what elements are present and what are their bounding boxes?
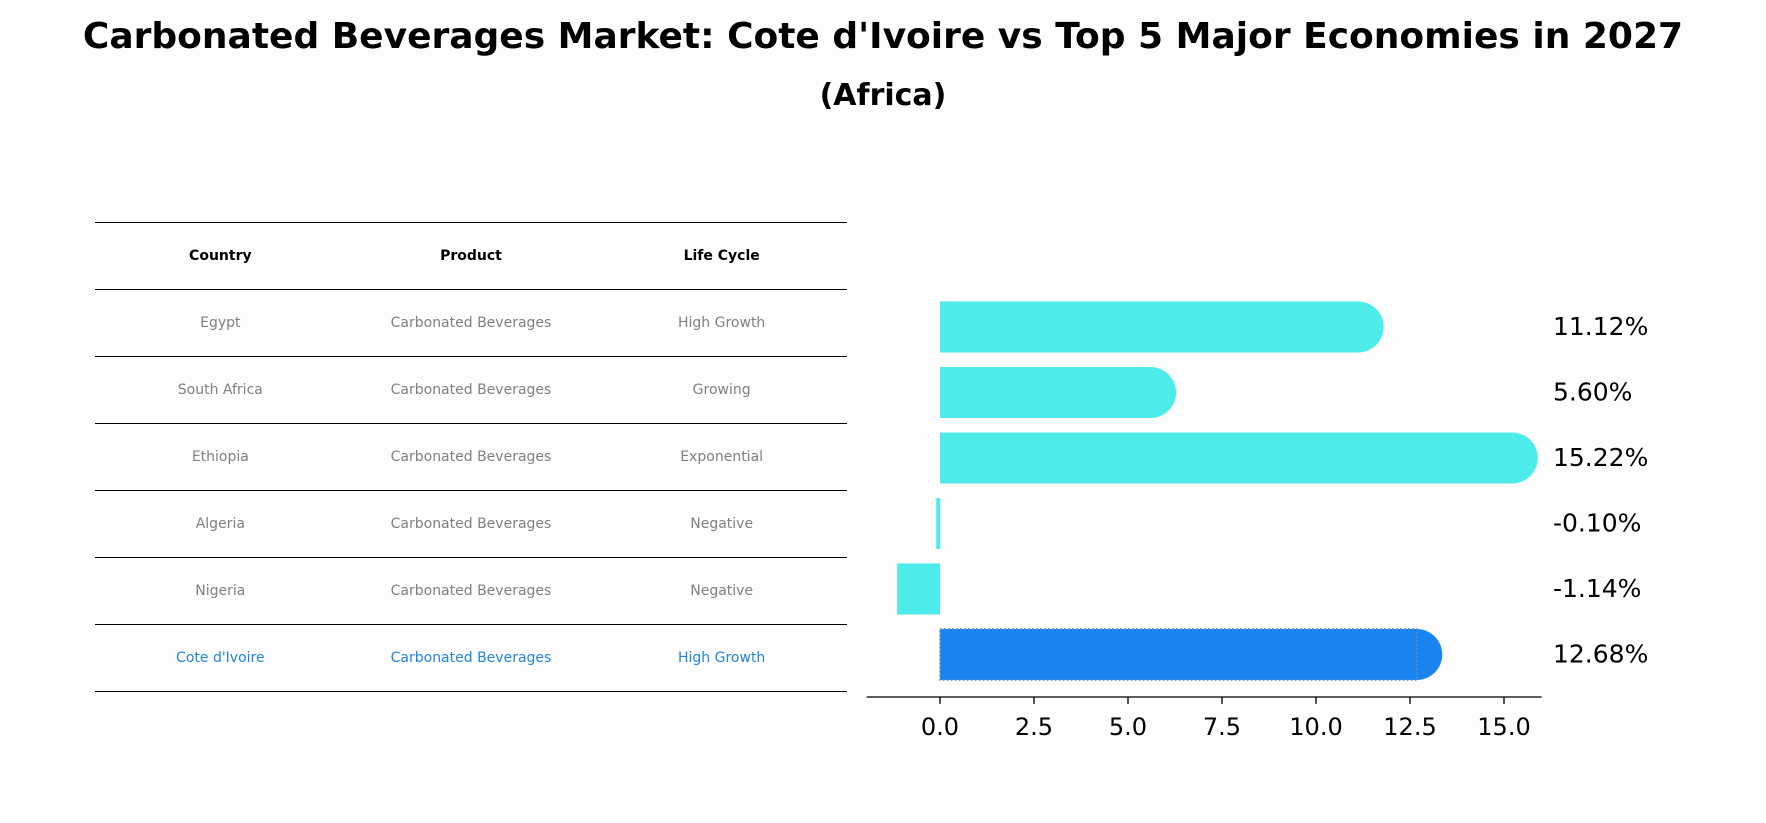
bar-body <box>940 367 1151 418</box>
bar <box>897 563 940 615</box>
bar <box>940 432 1538 484</box>
bar <box>939 628 1443 681</box>
bar-value-label: 12.68% <box>1553 640 1648 669</box>
header-product: Product <box>345 222 597 290</box>
bar-body <box>940 629 1417 680</box>
table-row: South Africa Carbonated Beverages Growing <box>95 356 847 424</box>
header-life-cycle: Life Cycle <box>596 222 847 290</box>
table-row: Egypt Carbonated Beverages High Growth <box>95 289 847 357</box>
bar-body <box>897 563 940 615</box>
bar-value-label: -1.14% <box>1553 574 1641 603</box>
header-country: Country <box>95 222 346 290</box>
bar-body <box>940 301 1359 353</box>
cell-life-cycle: High Growth <box>596 624 847 692</box>
cell-life-cycle: Negative <box>596 490 847 558</box>
table-row: Cote d'Ivoire Carbonated Beverages High Gr… <box>95 624 847 692</box>
bar-cap <box>1391 629 1443 680</box>
cell-product: Carbonated Beverages <box>345 423 597 491</box>
bar-body <box>936 498 941 549</box>
country-table: Country Product Life Cycle Egypt Carbonat… <box>95 222 847 692</box>
bar-body <box>940 432 1513 484</box>
bar <box>940 301 1384 353</box>
table-row: Ethiopia Carbonated Beverages Exponential <box>95 423 847 491</box>
x-tick-label: 0.0 <box>921 713 959 741</box>
cell-life-cycle: Growing <box>596 356 847 424</box>
x-tick-label: 15.0 <box>1477 713 1530 741</box>
cell-product: Carbonated Beverages <box>345 289 597 357</box>
bar-value-label: 11.12% <box>1553 312 1648 341</box>
cell-country: Egypt <box>95 289 346 357</box>
cell-life-cycle: Exponential <box>596 423 847 491</box>
cell-country: Ethiopia <box>95 423 346 491</box>
bar-cap <box>1486 432 1538 484</box>
bar <box>936 498 941 549</box>
x-tick-label: 10.0 <box>1289 713 1342 741</box>
cell-country: Cote d'Ivoire <box>95 624 346 692</box>
table-header-row: Country Product Life Cycle <box>95 222 847 290</box>
cell-product: Carbonated Beverages <box>345 624 597 692</box>
x-tick-label: 12.5 <box>1383 713 1436 741</box>
cell-product: Carbonated Beverages <box>345 490 597 558</box>
bar <box>940 367 1177 418</box>
bar-value-label: 5.60% <box>1553 378 1632 407</box>
bar-value-label: 15.22% <box>1553 443 1648 472</box>
bar-cap <box>1332 301 1384 353</box>
cell-country: Nigeria <box>95 557 346 625</box>
chart-title: Carbonated Beverages Market: Cote d'Ivoi… <box>82 16 1684 57</box>
table-row: Nigeria Carbonated Beverages Negative <box>95 557 847 625</box>
bar-cap <box>1125 367 1177 418</box>
x-tick-label: 5.0 <box>1109 713 1147 741</box>
cell-country: South Africa <box>95 356 346 424</box>
cell-country: Algeria <box>95 490 346 558</box>
x-tick-label: 7.5 <box>1203 713 1241 741</box>
x-tick-label: 2.5 <box>1015 713 1053 741</box>
table-row: Algeria Carbonated Beverages Negative <box>95 490 847 558</box>
cell-life-cycle: High Growth <box>596 289 847 357</box>
bar-value-label: -0.10% <box>1553 509 1641 538</box>
chart-subtitle: (Africa) <box>819 78 947 113</box>
cell-life-cycle: Negative <box>596 557 847 625</box>
cell-product: Carbonated Beverages <box>345 356 597 424</box>
